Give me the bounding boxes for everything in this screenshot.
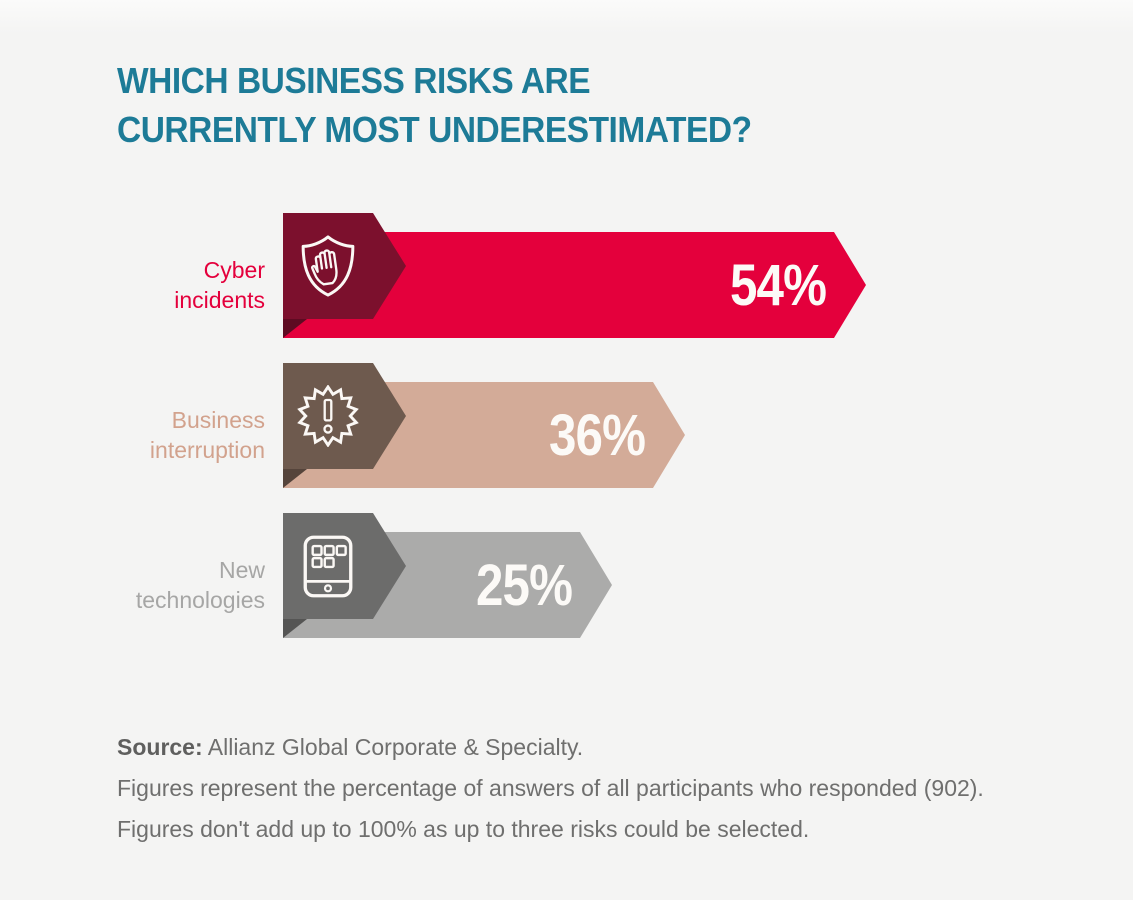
source-label: Source: bbox=[117, 734, 203, 760]
page-title: WHICH BUSINESS RISKS ARE CURRENTLY MOST … bbox=[117, 56, 752, 154]
bar-category-label: Business interruption bbox=[15, 382, 265, 488]
source-text: Allianz Global Corporate & Specialty. bbox=[202, 734, 584, 760]
bar-category-label-line: Cyber bbox=[203, 257, 265, 283]
burst-exclamation-icon bbox=[283, 363, 373, 469]
footnote-line3: Figures don't add up to 100% as up to th… bbox=[117, 816, 810, 842]
background-band bbox=[0, 0, 1133, 34]
bar-arrow: 36% bbox=[283, 363, 687, 489]
page-title-line2: CURRENTLY MOST UNDERESTIMATED? bbox=[117, 109, 752, 150]
page-title-line1: WHICH BUSINESS RISKS ARE bbox=[117, 60, 591, 101]
tablet-apps-icon bbox=[283, 513, 373, 619]
icon-block bbox=[283, 513, 406, 619]
percent-label: 36% bbox=[548, 402, 646, 468]
percent-label: 54% bbox=[729, 252, 827, 318]
ribbon-fold bbox=[283, 319, 307, 338]
bar-category-label-line: technologies bbox=[135, 587, 265, 613]
bar-arrow: 25% bbox=[283, 513, 614, 639]
footnote-line2: Figures represent the percentage of answ… bbox=[117, 775, 984, 801]
shield-hand-icon bbox=[283, 213, 373, 319]
bar-category-label-line: incidents bbox=[174, 287, 265, 313]
icon-block bbox=[283, 363, 406, 469]
bar-category-label: New technologies bbox=[15, 532, 265, 638]
source-line: Source: Allianz Global Corporate & Speci… bbox=[117, 727, 984, 768]
ribbon-fold bbox=[283, 469, 307, 488]
bar-category-label-line: Business bbox=[171, 407, 265, 433]
bar-category-label: Cyber incidents bbox=[15, 232, 265, 338]
percent-label: 25% bbox=[475, 552, 573, 618]
source-note: Source: Allianz Global Corporate & Speci… bbox=[117, 727, 984, 850]
bar-body bbox=[283, 232, 866, 338]
bar-category-label-line: interruption bbox=[149, 437, 265, 463]
ribbon-fold bbox=[283, 619, 307, 638]
bar-category-label-line: New bbox=[218, 557, 265, 583]
bar-arrow: 54% bbox=[283, 213, 868, 339]
icon-block bbox=[283, 213, 406, 319]
